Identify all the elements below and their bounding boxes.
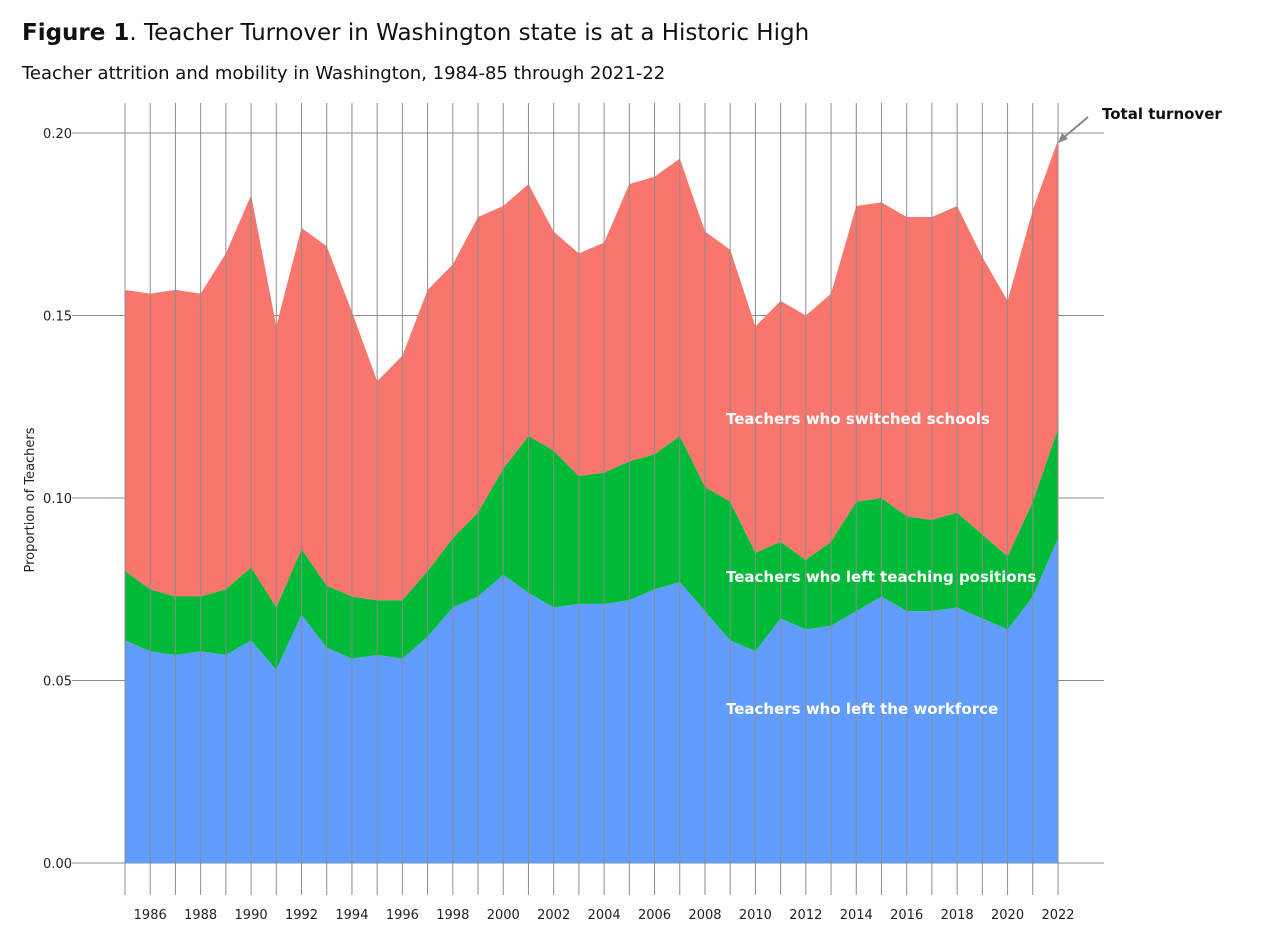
series-label-left-teaching: Teachers who left teaching positions: [726, 568, 1036, 586]
annotation-arrow: [1061, 116, 1089, 140]
x-tick-label: 2004: [588, 908, 621, 923]
x-axis: 1986 1988 1990 1992 1994 1996 1998 2000 2002 2004…: [134, 908, 1075, 923]
x-tick-label: 1988: [184, 908, 217, 923]
x-tick-label: 2008: [688, 908, 721, 923]
y-axis-label: Proportion of Teachers: [23, 427, 38, 572]
x-tick-label: 2006: [638, 908, 671, 923]
y-axis: 0.00 0.05 0.10 0.15 0.20: [43, 127, 76, 872]
x-tick-label: 1990: [235, 908, 268, 923]
total-turnover-annotation: Total turnover: [1058, 105, 1222, 143]
x-tick-label: 2000: [487, 908, 520, 923]
x-tick-label: 1986: [134, 908, 167, 923]
x-tick-label: 2014: [840, 908, 873, 923]
series-label-switched: Teachers who switched schools: [726, 410, 990, 428]
area-switched-schools: [125, 140, 1058, 608]
x-tick-label: 2002: [537, 908, 570, 923]
y-tick-label: 0.20: [43, 127, 72, 142]
x-tick-label: 2012: [789, 908, 822, 923]
y-tick-label: 0.15: [43, 310, 72, 325]
x-tick-label: 2022: [1041, 908, 1074, 923]
chart-title: Figure 1. Teacher Turnover in Washington…: [22, 20, 809, 46]
y-tick-label: 0.00: [43, 857, 72, 872]
x-tick-label: 2020: [991, 908, 1024, 923]
area-left-teaching: [125, 428, 1058, 670]
series-label-left-workforce: Teachers who left the workforce: [726, 700, 998, 718]
x-tick-label: 2010: [739, 908, 772, 923]
x-tick-label: 1994: [335, 908, 368, 923]
area-workforce: [125, 538, 1058, 863]
annotation-arrowhead: [1058, 133, 1068, 143]
chart-subtitle: Teacher attrition and mobility in Washin…: [22, 63, 666, 84]
title-text: . Teacher Turnover in Washington state i…: [129, 20, 810, 46]
x-tick-label: 1992: [285, 908, 318, 923]
x-tick-label: 2018: [941, 908, 974, 923]
figure-number: Figure 1: [22, 20, 130, 46]
y-tick-label: 0.05: [43, 675, 72, 690]
x-tick-label: 2016: [890, 908, 923, 923]
x-tick-label: 1998: [436, 908, 469, 923]
total-turnover-label: Total turnover: [1102, 105, 1222, 123]
area-series: [125, 140, 1058, 863]
vertical-gridlines: [124, 103, 1059, 895]
y-tick-label: 0.10: [43, 492, 72, 507]
x-tick-label: 1996: [386, 908, 419, 923]
